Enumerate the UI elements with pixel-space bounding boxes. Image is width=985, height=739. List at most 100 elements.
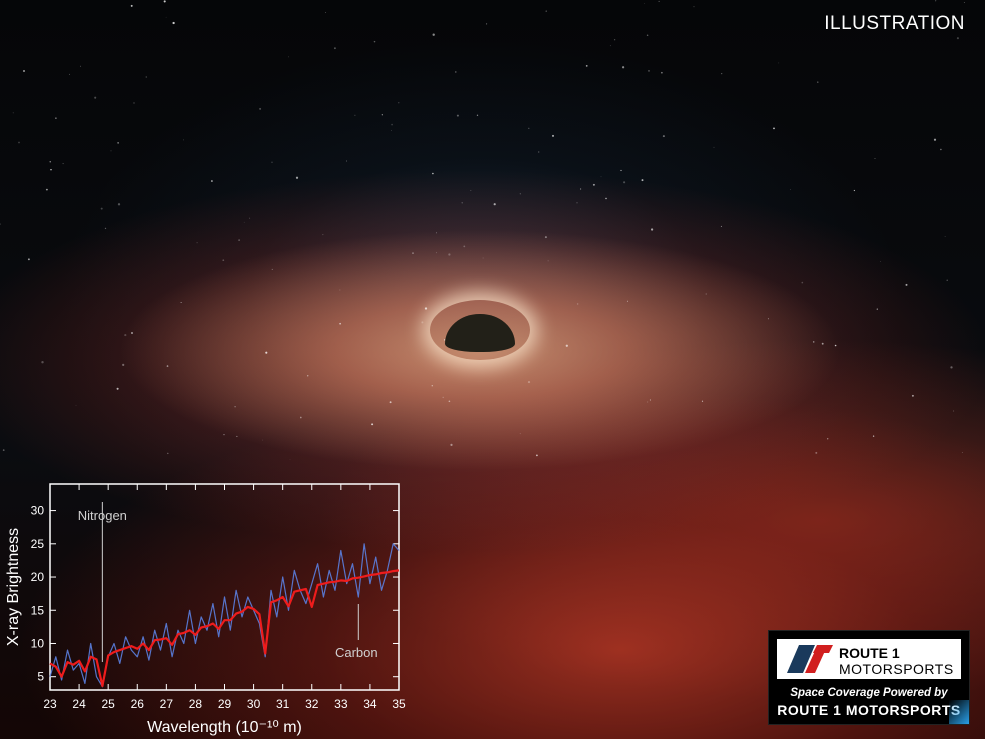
star [166,365,169,367]
y-tick-label: 10 [31,636,45,650]
star [442,396,444,399]
star [2,449,5,451]
star [412,252,414,255]
star [339,289,341,291]
logo-swoosh-icon [949,700,969,724]
star [271,268,273,270]
star [773,127,775,130]
star [946,279,948,281]
x-tick-label: 29 [218,697,232,711]
star [289,458,291,460]
star [626,300,628,302]
star [834,344,837,347]
star [623,181,626,184]
chart-svg: 23 24 25 26 27 28 29 30 31 32 33 34 35 5 10 15 20 25 30 Wav… [5,483,406,736]
logo-tagline: Space Coverage Powered by [790,687,948,699]
star [180,301,182,304]
star [69,73,70,75]
star [223,433,225,436]
x-tick-label: 25 [101,697,115,711]
y-tick-label: 20 [31,570,45,584]
star [325,12,326,14]
star [486,23,488,25]
star [463,245,466,248]
star [133,102,135,104]
star [339,322,341,325]
star [421,321,424,324]
star [950,366,953,369]
star [391,123,393,126]
star [455,71,457,73]
star [249,217,251,219]
star [650,228,654,231]
star [940,148,942,151]
star [620,169,622,172]
x-tick-label: 35 [392,697,406,711]
star [306,375,309,377]
star [853,189,856,192]
star [271,161,273,163]
logo-badge: ROUTE 1 MOTORSPORTS [777,639,961,679]
star [551,134,555,137]
star [519,193,521,195]
x-tick-label: 27 [160,697,174,711]
y-tick-label: 5 [37,670,44,684]
star [117,203,121,206]
x-axis-label: Wavelength (10⁻¹⁰ m) [147,719,302,736]
star [600,176,602,178]
star [815,451,818,454]
star [27,258,30,261]
star [234,405,236,408]
logo-route-text: ROUTE 1 [839,645,900,661]
star [470,190,472,192]
star [547,260,549,262]
star [381,114,383,116]
star [641,179,644,182]
star [116,387,119,390]
star [450,443,453,446]
x-tick-label: 34 [363,697,377,711]
star [265,351,268,354]
star [644,3,645,4]
star [648,69,650,72]
star [658,0,660,2]
star [259,107,262,110]
star [538,151,540,153]
star [183,139,184,141]
y-tick-label: 25 [31,537,45,551]
star [110,150,112,152]
star [210,180,213,182]
star [62,163,64,165]
star [701,400,704,402]
y-tick-label: 30 [31,504,45,518]
star [50,168,52,171]
x-tick-label: 28 [189,697,203,711]
star [18,141,20,144]
star [124,334,127,337]
star [519,433,521,435]
star [371,423,374,426]
star [431,384,434,387]
star [104,227,107,230]
star [817,81,819,83]
star [953,410,955,412]
star [536,454,538,457]
star [448,253,451,256]
star [482,257,484,259]
star [693,6,695,8]
star [436,252,437,254]
star [944,236,946,237]
star [432,172,434,175]
star [322,234,324,236]
star [585,64,588,67]
star [721,73,723,75]
x-tick-label: 26 [131,697,145,711]
star [100,207,103,210]
star [647,401,649,403]
x-tick-label: 31 [276,697,290,711]
star [790,189,791,190]
star [778,62,780,64]
x-tick-label: 33 [334,697,348,711]
star [621,66,625,69]
